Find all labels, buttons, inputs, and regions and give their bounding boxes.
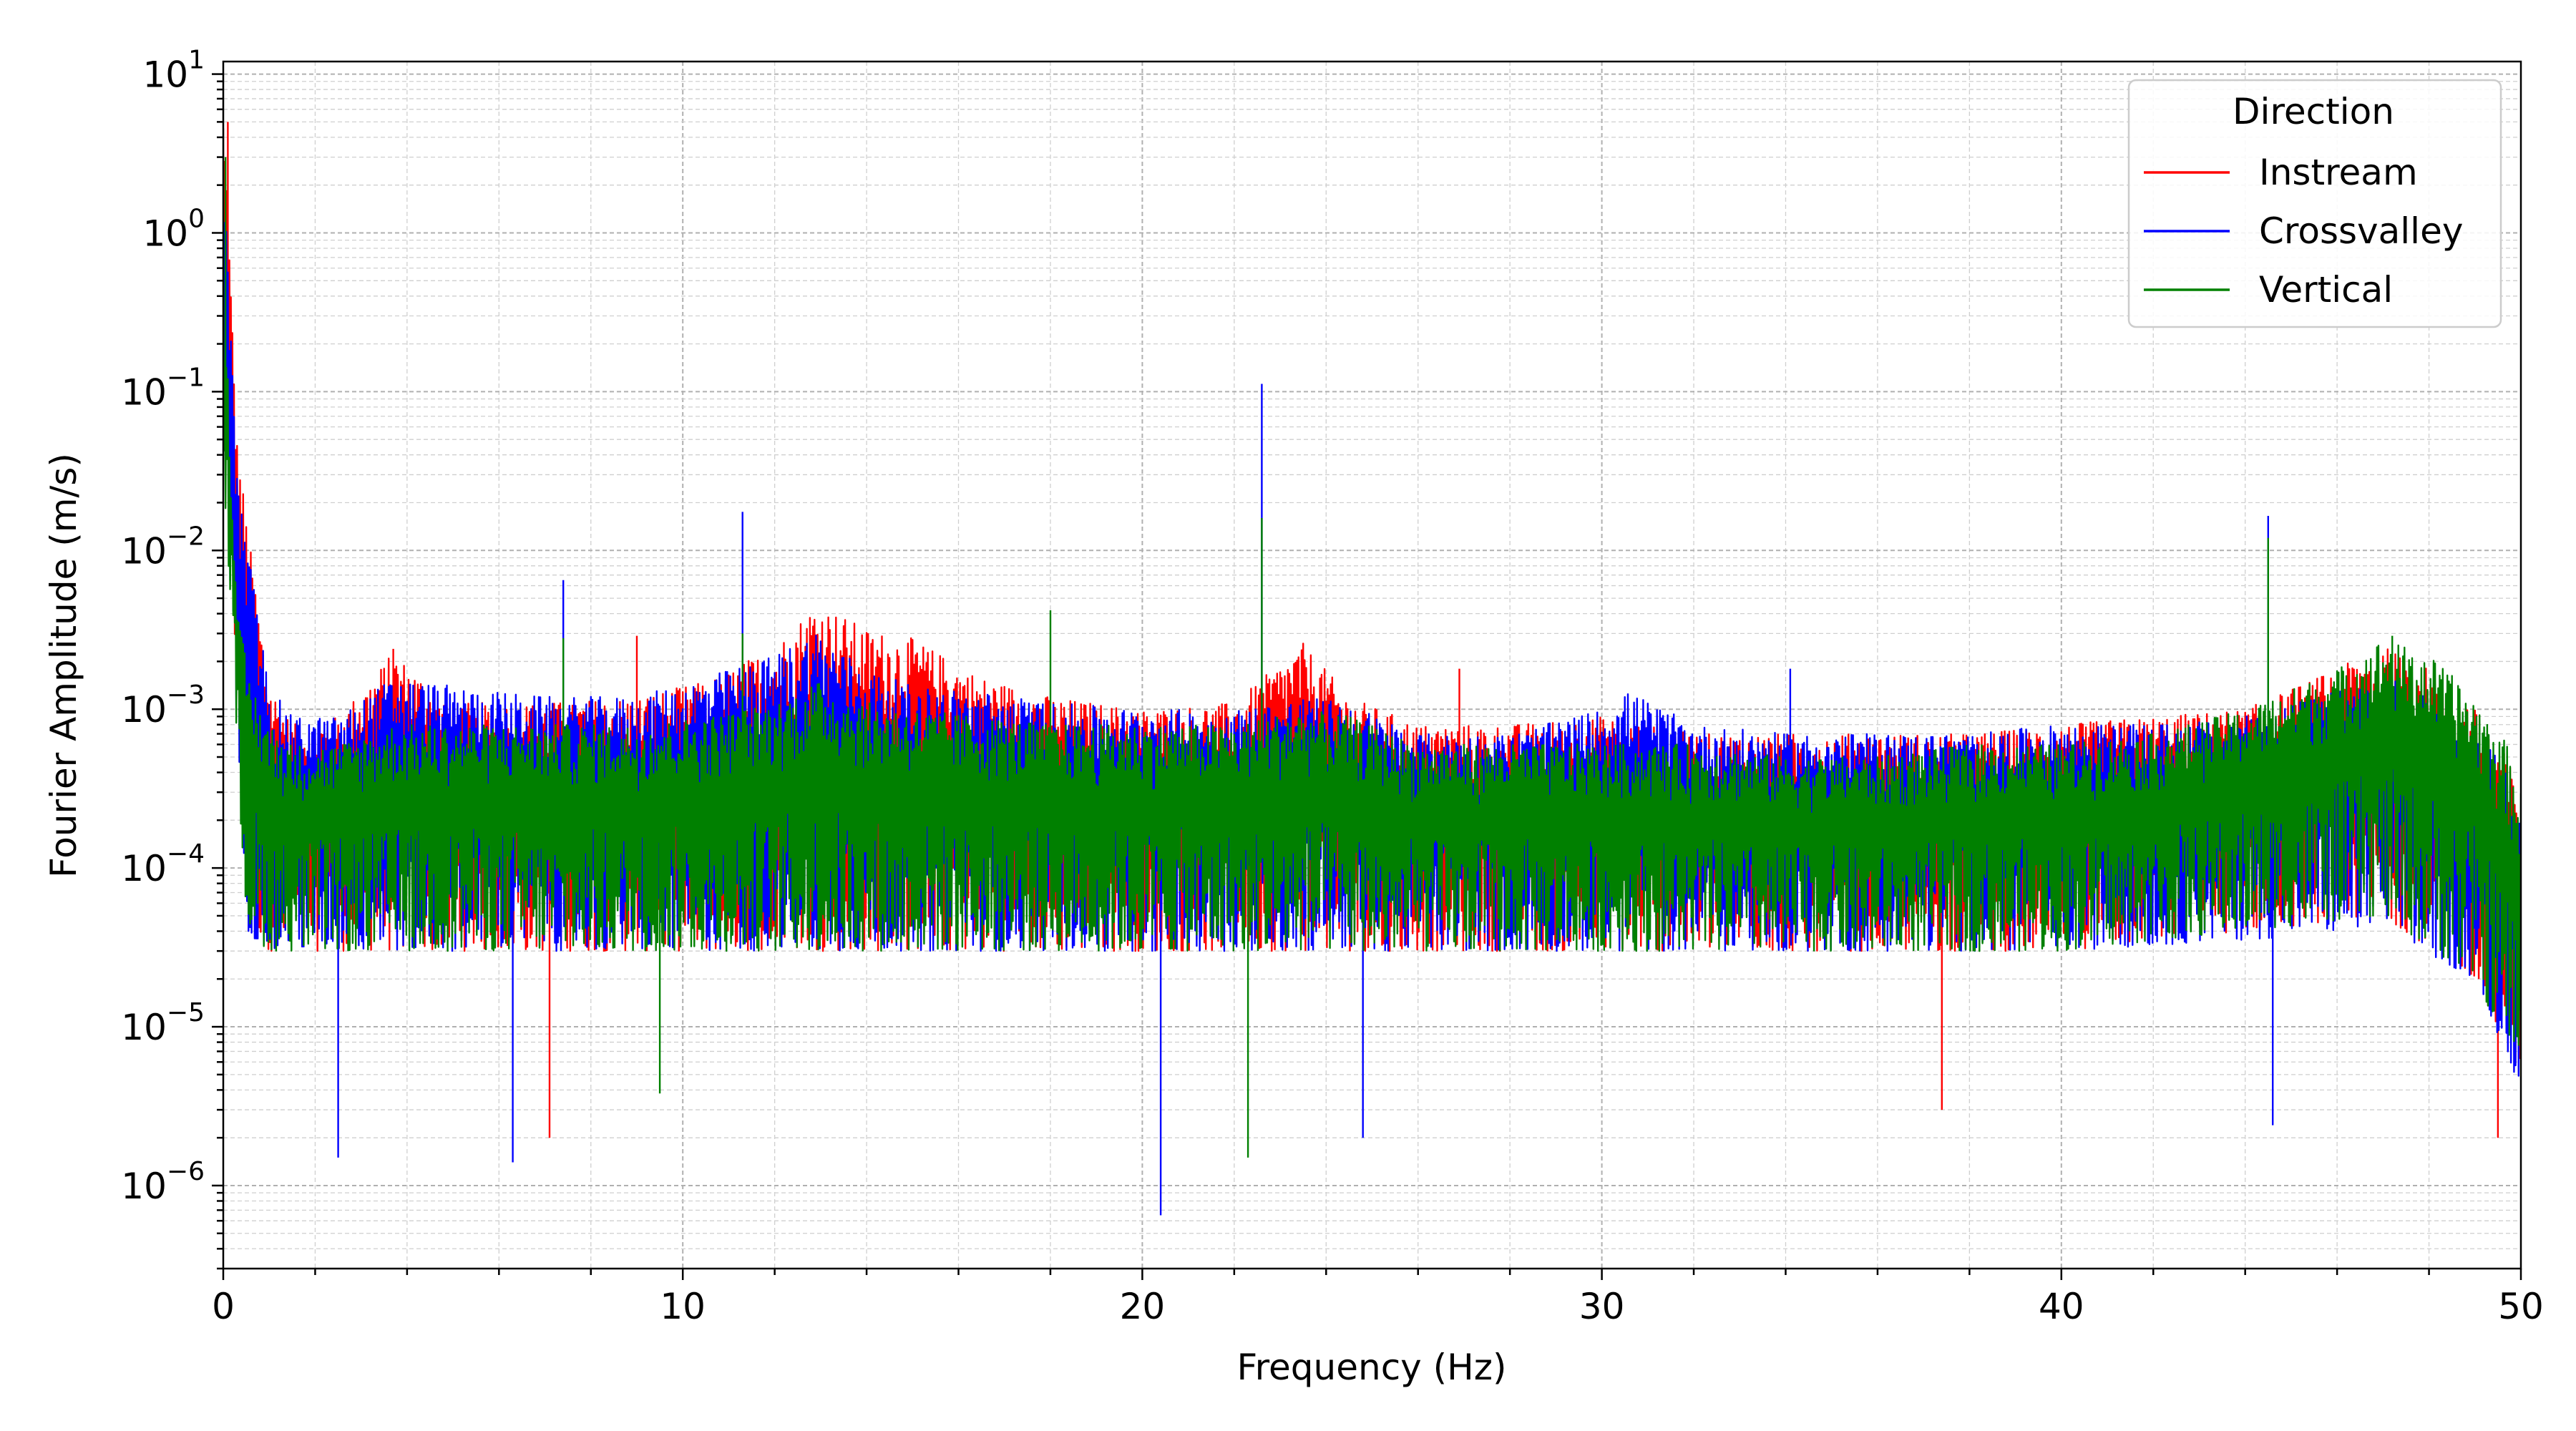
legend-label-vertical: Vertical	[2259, 269, 2393, 311]
legend-label-crossvalley: Crossvalley	[2259, 210, 2463, 252]
axis-ticks: 0 10 20 30 40 5010−610−510−410−310−210−110010…	[121, 46, 2544, 1327]
x-tick-label: 30	[1579, 1286, 1625, 1327]
x-tick-label: 50	[2498, 1286, 2544, 1327]
series-line-vertical	[223, 157, 2521, 1158]
plot-frame	[222, 60, 2522, 1270]
y-tick-label: 101	[142, 46, 205, 96]
x-tick-label: 40	[2039, 1286, 2084, 1327]
legend-title: Direction	[2233, 91, 2394, 132]
x-axis-label: Frequency (Hz)	[1236, 1347, 1506, 1388]
x-tick-label: 20	[1120, 1286, 1166, 1327]
y-tick-label: 10−2	[121, 522, 205, 572]
x-tick-label: 10	[660, 1286, 706, 1327]
legend-label-instream: Instream	[2259, 152, 2418, 193]
legend: Direction Instream Crossvalley Vertical	[2127, 79, 2502, 328]
y-tick-label: 10−6	[121, 1157, 205, 1207]
y-axis-label: Fourier Amplitude (m/s)	[43, 453, 84, 878]
x-tick-label: 0	[212, 1286, 235, 1327]
legend-box	[2127, 79, 2502, 328]
series-layer	[223, 122, 2521, 1216]
